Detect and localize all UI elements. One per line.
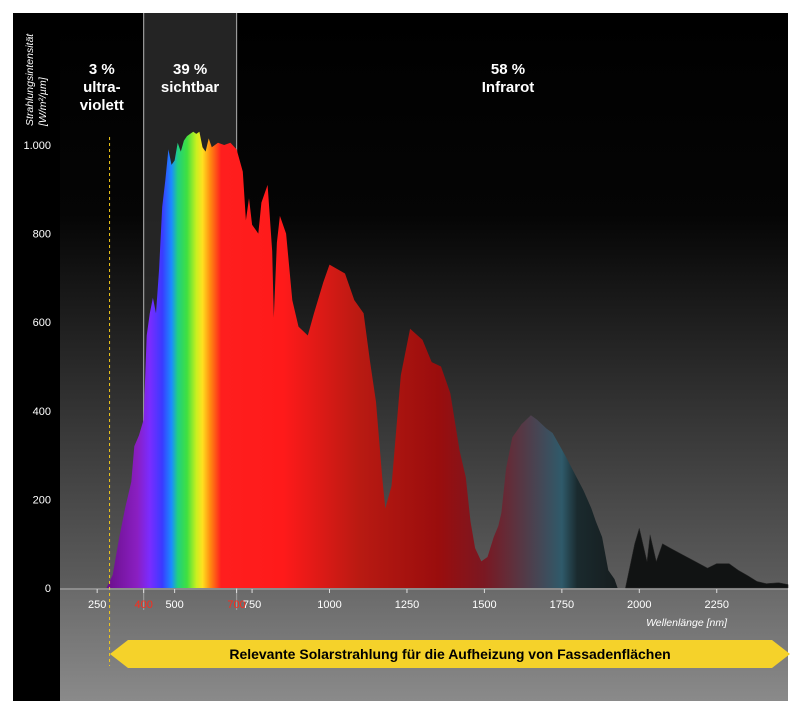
x-tick-label: 1750: [550, 599, 574, 611]
relevance-arrow: [110, 640, 790, 668]
y-tick-label: 800: [33, 229, 51, 241]
band-label-0-line-1: ultra-: [83, 79, 121, 96]
band-label-2-line-0: 58 %: [491, 61, 525, 78]
x-tick-label: 1500: [472, 599, 496, 611]
y-axis-title: Strahlungsintensität [W/m²/µm]: [24, 31, 49, 127]
band-label-0-line-2: violett: [80, 97, 124, 114]
spectrum-tail-area: [625, 527, 789, 589]
relevance-arrow-label: Relevante Solarstrahlung für die Aufheiz…: [229, 646, 670, 662]
x-tick-label: 2000: [627, 599, 651, 611]
band-label-2: 58 % Infrarot: [482, 61, 535, 96]
x-tick-label: 2250: [705, 599, 729, 611]
y-tick-label: 0: [45, 583, 51, 595]
spectrum-area: [106, 131, 618, 588]
y-tick-label: 1.000: [23, 140, 51, 152]
x-tick-label: 1250: [395, 599, 419, 611]
x-tick-label: 1000: [317, 599, 341, 611]
y-tick-label: 400: [33, 406, 51, 418]
band-label-0: 3 % ultra-violett: [80, 61, 124, 114]
band-label-1-line-0: 39 %: [173, 61, 207, 78]
band-label-1-line-1: sichtbar: [161, 79, 220, 96]
y-axis-title-line2: [W/m²/µm]: [37, 76, 49, 127]
band-label-0-line-0: 3 %: [89, 61, 115, 78]
y-tick-label: 200: [33, 494, 51, 506]
x-axis-title: Wellenlänge [nm]: [646, 617, 728, 629]
x-tick-label: 250: [88, 599, 106, 611]
y-tick-label: 600: [33, 317, 51, 329]
x-tick-label: 700: [227, 599, 245, 611]
band-labels: 3 % ultra-violett 39 % sichtbar 58 % Infrarot: [80, 61, 535, 114]
y-axis-title-line1: Strahlungsintensität: [24, 33, 36, 126]
band-label-1: 39 % sichtbar: [161, 61, 220, 96]
x-tick-label: 400: [134, 599, 152, 611]
x-tick-label: 500: [165, 599, 183, 611]
y-axis: 0 200 400 600 800 1.000: [23, 140, 51, 595]
band-label-2-line-1: Infrarot: [482, 79, 535, 96]
x-tick-label: 750: [243, 599, 261, 611]
